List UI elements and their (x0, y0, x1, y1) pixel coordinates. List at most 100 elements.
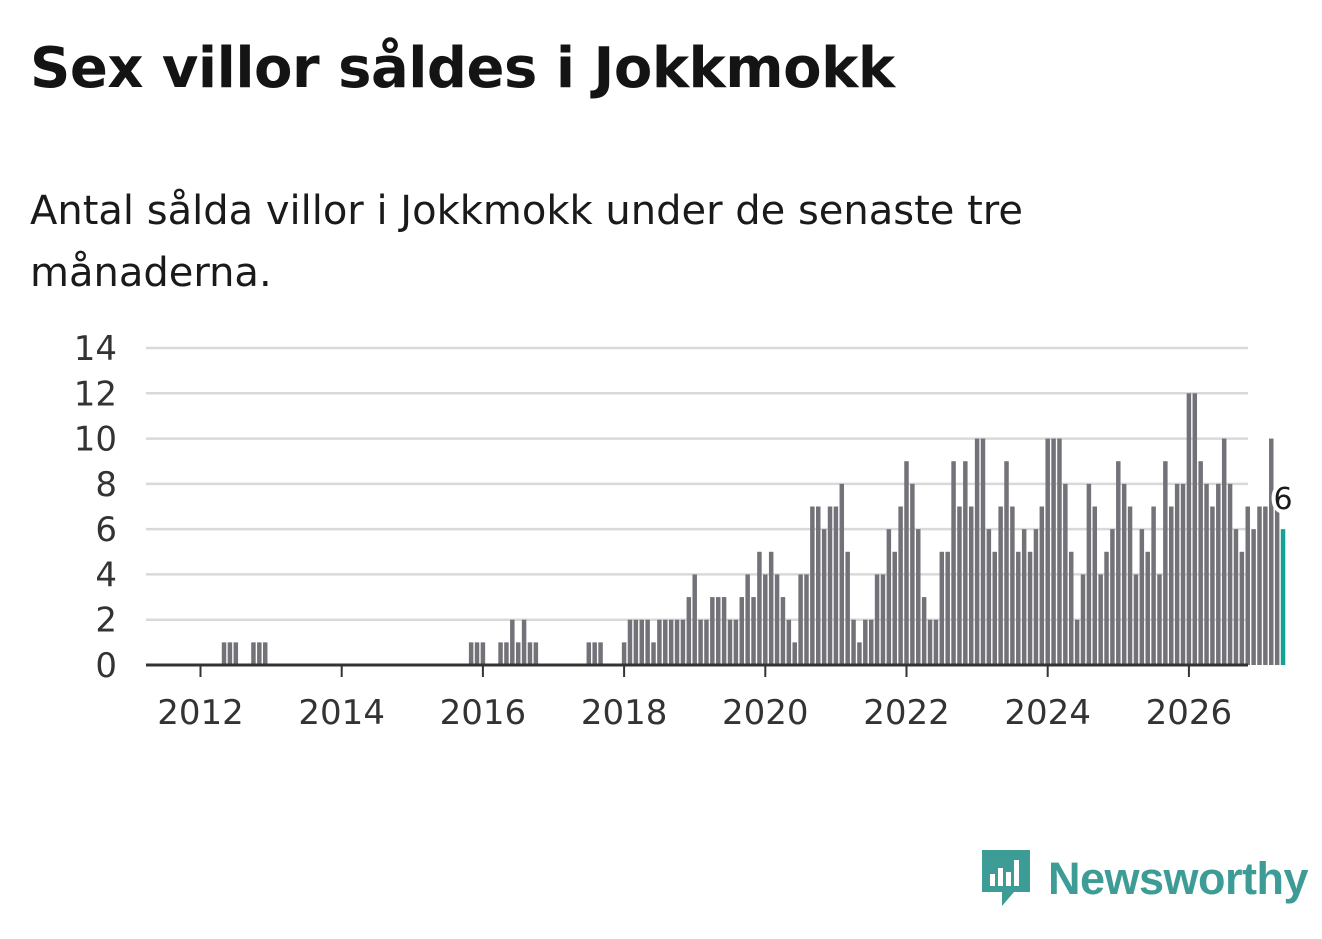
bar (480, 642, 486, 665)
bar (1239, 551, 1245, 665)
bar (968, 506, 974, 665)
bar (898, 506, 903, 665)
bar (927, 619, 933, 665)
bar (710, 597, 715, 665)
y-tick-label: 14 (74, 329, 117, 369)
bar (1092, 506, 1098, 665)
bar (1210, 506, 1215, 665)
bar (233, 642, 239, 665)
chart-subtitle: Antal sålda villor i Jokkmokk under de s… (30, 188, 1023, 296)
bar (257, 642, 262, 665)
x-tick-label: 2012 (157, 693, 244, 733)
bar (474, 642, 480, 665)
bar (668, 619, 674, 665)
bar (586, 642, 592, 665)
bar (951, 461, 956, 665)
bar (1110, 529, 1115, 665)
bar (933, 619, 939, 665)
bar (1121, 483, 1127, 665)
bar (827, 506, 833, 665)
bar (727, 619, 733, 665)
bar (1221, 438, 1227, 665)
bar (663, 619, 668, 665)
bar (957, 506, 962, 665)
bar (892, 551, 897, 665)
bar (780, 597, 786, 665)
bar (745, 574, 750, 665)
bar (1104, 551, 1109, 665)
bar (1233, 529, 1239, 665)
bar (1133, 574, 1139, 665)
x-tick-label: 2014 (298, 693, 385, 733)
bar (1039, 506, 1045, 665)
bar (227, 642, 233, 665)
bar (639, 619, 644, 665)
bar (1004, 461, 1009, 665)
bar (1016, 551, 1021, 665)
bar (515, 642, 521, 665)
bar (533, 642, 539, 665)
bar (1021, 529, 1027, 665)
bar (657, 619, 662, 665)
highlighted-bar (1280, 529, 1286, 665)
bar (816, 506, 821, 665)
bar (592, 642, 597, 665)
bar (916, 529, 921, 665)
bar (633, 619, 639, 665)
bar (739, 597, 745, 665)
bar (733, 619, 739, 665)
bar (963, 461, 968, 665)
bar (680, 619, 686, 665)
bar (1186, 393, 1192, 665)
bar (1116, 461, 1121, 665)
bar (510, 619, 515, 665)
bar (715, 597, 721, 665)
bar (674, 619, 680, 665)
bar (851, 619, 856, 665)
bar (1269, 438, 1274, 665)
bar (651, 642, 656, 665)
bar (798, 574, 803, 665)
bar (1163, 461, 1168, 665)
bar (751, 597, 756, 665)
bar (904, 461, 909, 665)
bar (1227, 483, 1233, 665)
bar (1245, 506, 1250, 665)
bar (704, 619, 709, 665)
bar (1263, 506, 1268, 665)
bar (810, 506, 815, 665)
bar (763, 574, 768, 665)
bar (980, 438, 986, 665)
bar (939, 551, 945, 665)
bar (251, 642, 256, 665)
bar (774, 574, 780, 665)
bar (1045, 438, 1050, 665)
bar (1204, 483, 1209, 665)
bar (1051, 438, 1056, 665)
bar (992, 551, 997, 665)
newsworthy-logo-icon (982, 850, 1030, 906)
bar (698, 619, 703, 665)
x-tick-label: 2022 (863, 693, 950, 733)
x-tick-label: 2026 (1146, 693, 1233, 733)
bar (1033, 529, 1039, 665)
bar (262, 642, 268, 665)
bar (1192, 393, 1198, 665)
newsworthy-logo[interactable]: Newsworthy (980, 848, 1309, 910)
bar (504, 642, 509, 665)
bar (627, 619, 633, 665)
bar (1010, 506, 1015, 665)
bar (874, 574, 880, 665)
bar (910, 483, 915, 665)
bar (1180, 483, 1186, 665)
bar (1251, 529, 1256, 665)
bar (768, 551, 774, 665)
bar (598, 642, 603, 665)
bar (921, 597, 927, 665)
bar (692, 574, 697, 665)
brand-name: Newsworthy (1048, 853, 1309, 904)
bar (945, 551, 950, 665)
bar (1074, 619, 1080, 665)
x-tick-label: 2024 (1004, 693, 1091, 733)
bar (792, 642, 797, 665)
